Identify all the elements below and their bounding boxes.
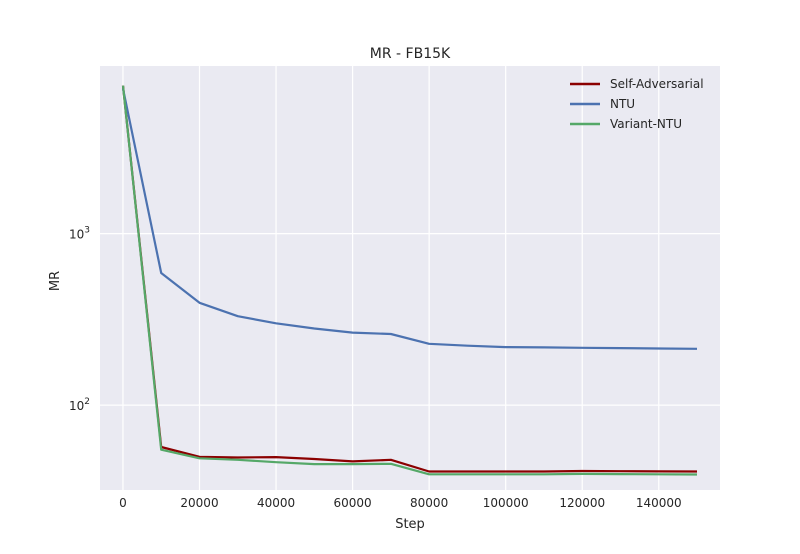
- grid-lines: [100, 66, 720, 490]
- x-tick-label: 0: [119, 496, 127, 510]
- chart-title: MR - FB15K: [370, 46, 451, 62]
- plot-background: [100, 66, 720, 490]
- x-tick-label: 140000: [636, 496, 682, 510]
- y-tick-label: 103: [69, 226, 90, 242]
- series-lines: [121, 85, 698, 476]
- y-tick-labels: 102 103: [69, 226, 90, 413]
- x-axis-label: Step: [395, 517, 425, 532]
- legend-label: Variant-NTU: [610, 117, 682, 131]
- x-tick-labels: 0 20000 40000 60000 80000 100000 120000 140000: [119, 496, 682, 510]
- x-tick-label: 80000: [410, 496, 448, 510]
- y-axis-label: MR: [48, 271, 63, 291]
- x-tick-label: 40000: [257, 496, 295, 510]
- series-line-self-adversarial: [121, 85, 698, 473]
- x-tick-label: 120000: [559, 496, 605, 510]
- x-tick-label: 100000: [483, 496, 529, 510]
- series-line-ntu: [121, 88, 698, 350]
- y-tick-label: 102: [69, 397, 90, 413]
- series-line-variant-ntu: [121, 85, 698, 476]
- legend-label: NTU: [610, 97, 635, 111]
- legend-label: Self-Adversarial: [610, 77, 704, 91]
- legend: Self-Adversarial NTU Variant-NTU: [570, 77, 704, 131]
- x-tick-label: 20000: [180, 496, 218, 510]
- x-tick-label: 60000: [333, 496, 371, 510]
